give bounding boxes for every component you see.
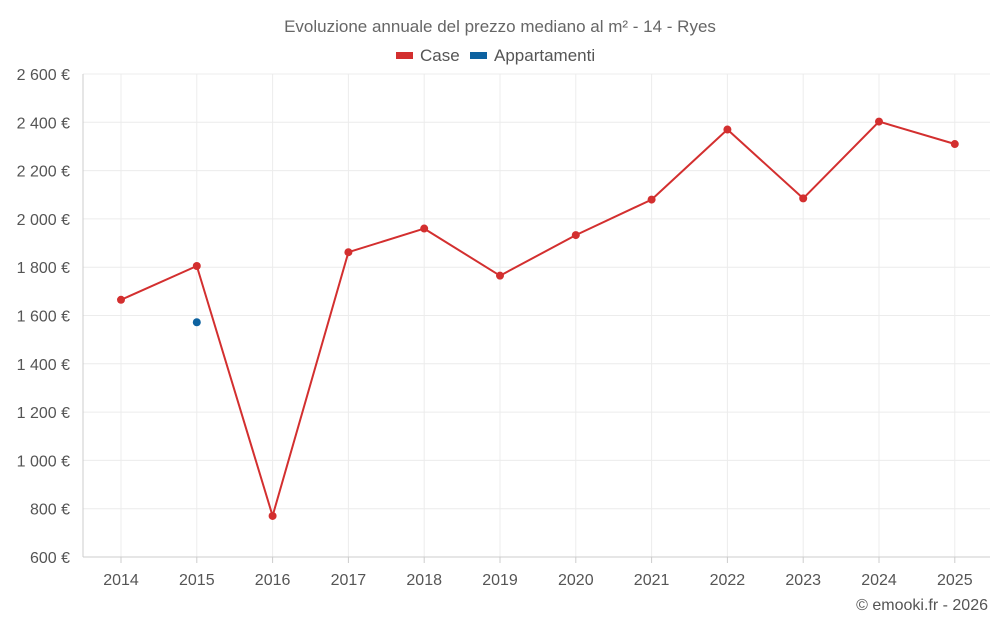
data-point-case[interactable] [496,271,504,280]
x-tick-label: 2015 [179,572,215,589]
y-tick-label: 1 800 € [17,260,70,277]
y-tick-label: 1 400 € [17,357,70,374]
data-point-case[interactable] [192,261,201,270]
y-tick-label: 1 600 € [17,309,70,326]
data-point-case[interactable] [117,295,125,304]
x-tick-label: 2014 [103,572,139,589]
legend-label-appartamenti[interactable]: Appartamenti [494,46,595,65]
x-tick-label: 2021 [634,572,670,589]
chart-title: Evoluzione annuale del prezzo mediano al… [284,17,716,36]
credit-text: © emooki.fr - 2026 [856,597,988,614]
x-tick-label: 2023 [785,572,821,589]
data-point-case[interactable] [875,117,883,126]
data-point-case[interactable] [344,248,353,257]
data-point-case[interactable] [571,231,580,240]
series-layer [117,117,959,520]
data-point-case[interactable] [647,195,656,204]
legend-swatch-appartamenti [470,52,487,59]
data-point-case[interactable] [950,140,959,149]
x-tick-label: 2024 [861,572,897,589]
data-point-case[interactable] [799,194,808,203]
x-tick-label: 2019 [482,572,518,589]
y-tick-label: 1 000 € [17,453,70,470]
x-tick-label: 2022 [710,572,746,589]
x-tick-label: 2025 [937,572,973,589]
data-point-appartamenti[interactable] [192,318,201,327]
y-tick-label: 1 200 € [17,405,70,422]
x-tick-label: 2018 [406,572,442,589]
y-tick-label: 2 400 € [17,115,70,132]
legend: Case Appartamenti [396,46,595,65]
gridlines [83,73,990,558]
y-tick-label: 600 € [30,550,70,567]
y-tick-label: 2 000 € [17,212,70,229]
y-tick-label: 800 € [30,502,70,519]
data-point-case[interactable] [723,125,732,134]
legend-label-case[interactable]: Case [420,46,460,65]
data-point-case[interactable] [268,511,277,520]
x-tick-label: 2017 [331,572,367,589]
y-tick-label: 2 200 € [17,164,70,181]
series-line-case [120,120,956,517]
legend-swatch-case [396,52,413,59]
axes: 600 € 800 € 1 000 € 1 200 € 1 400 € 1 600 € 1 … [17,67,990,589]
y-tick-label: 2 600 € [17,67,70,84]
x-tick-label: 2016 [255,572,291,589]
data-point-case[interactable] [420,224,429,233]
x-tick-label: 2020 [558,572,594,589]
